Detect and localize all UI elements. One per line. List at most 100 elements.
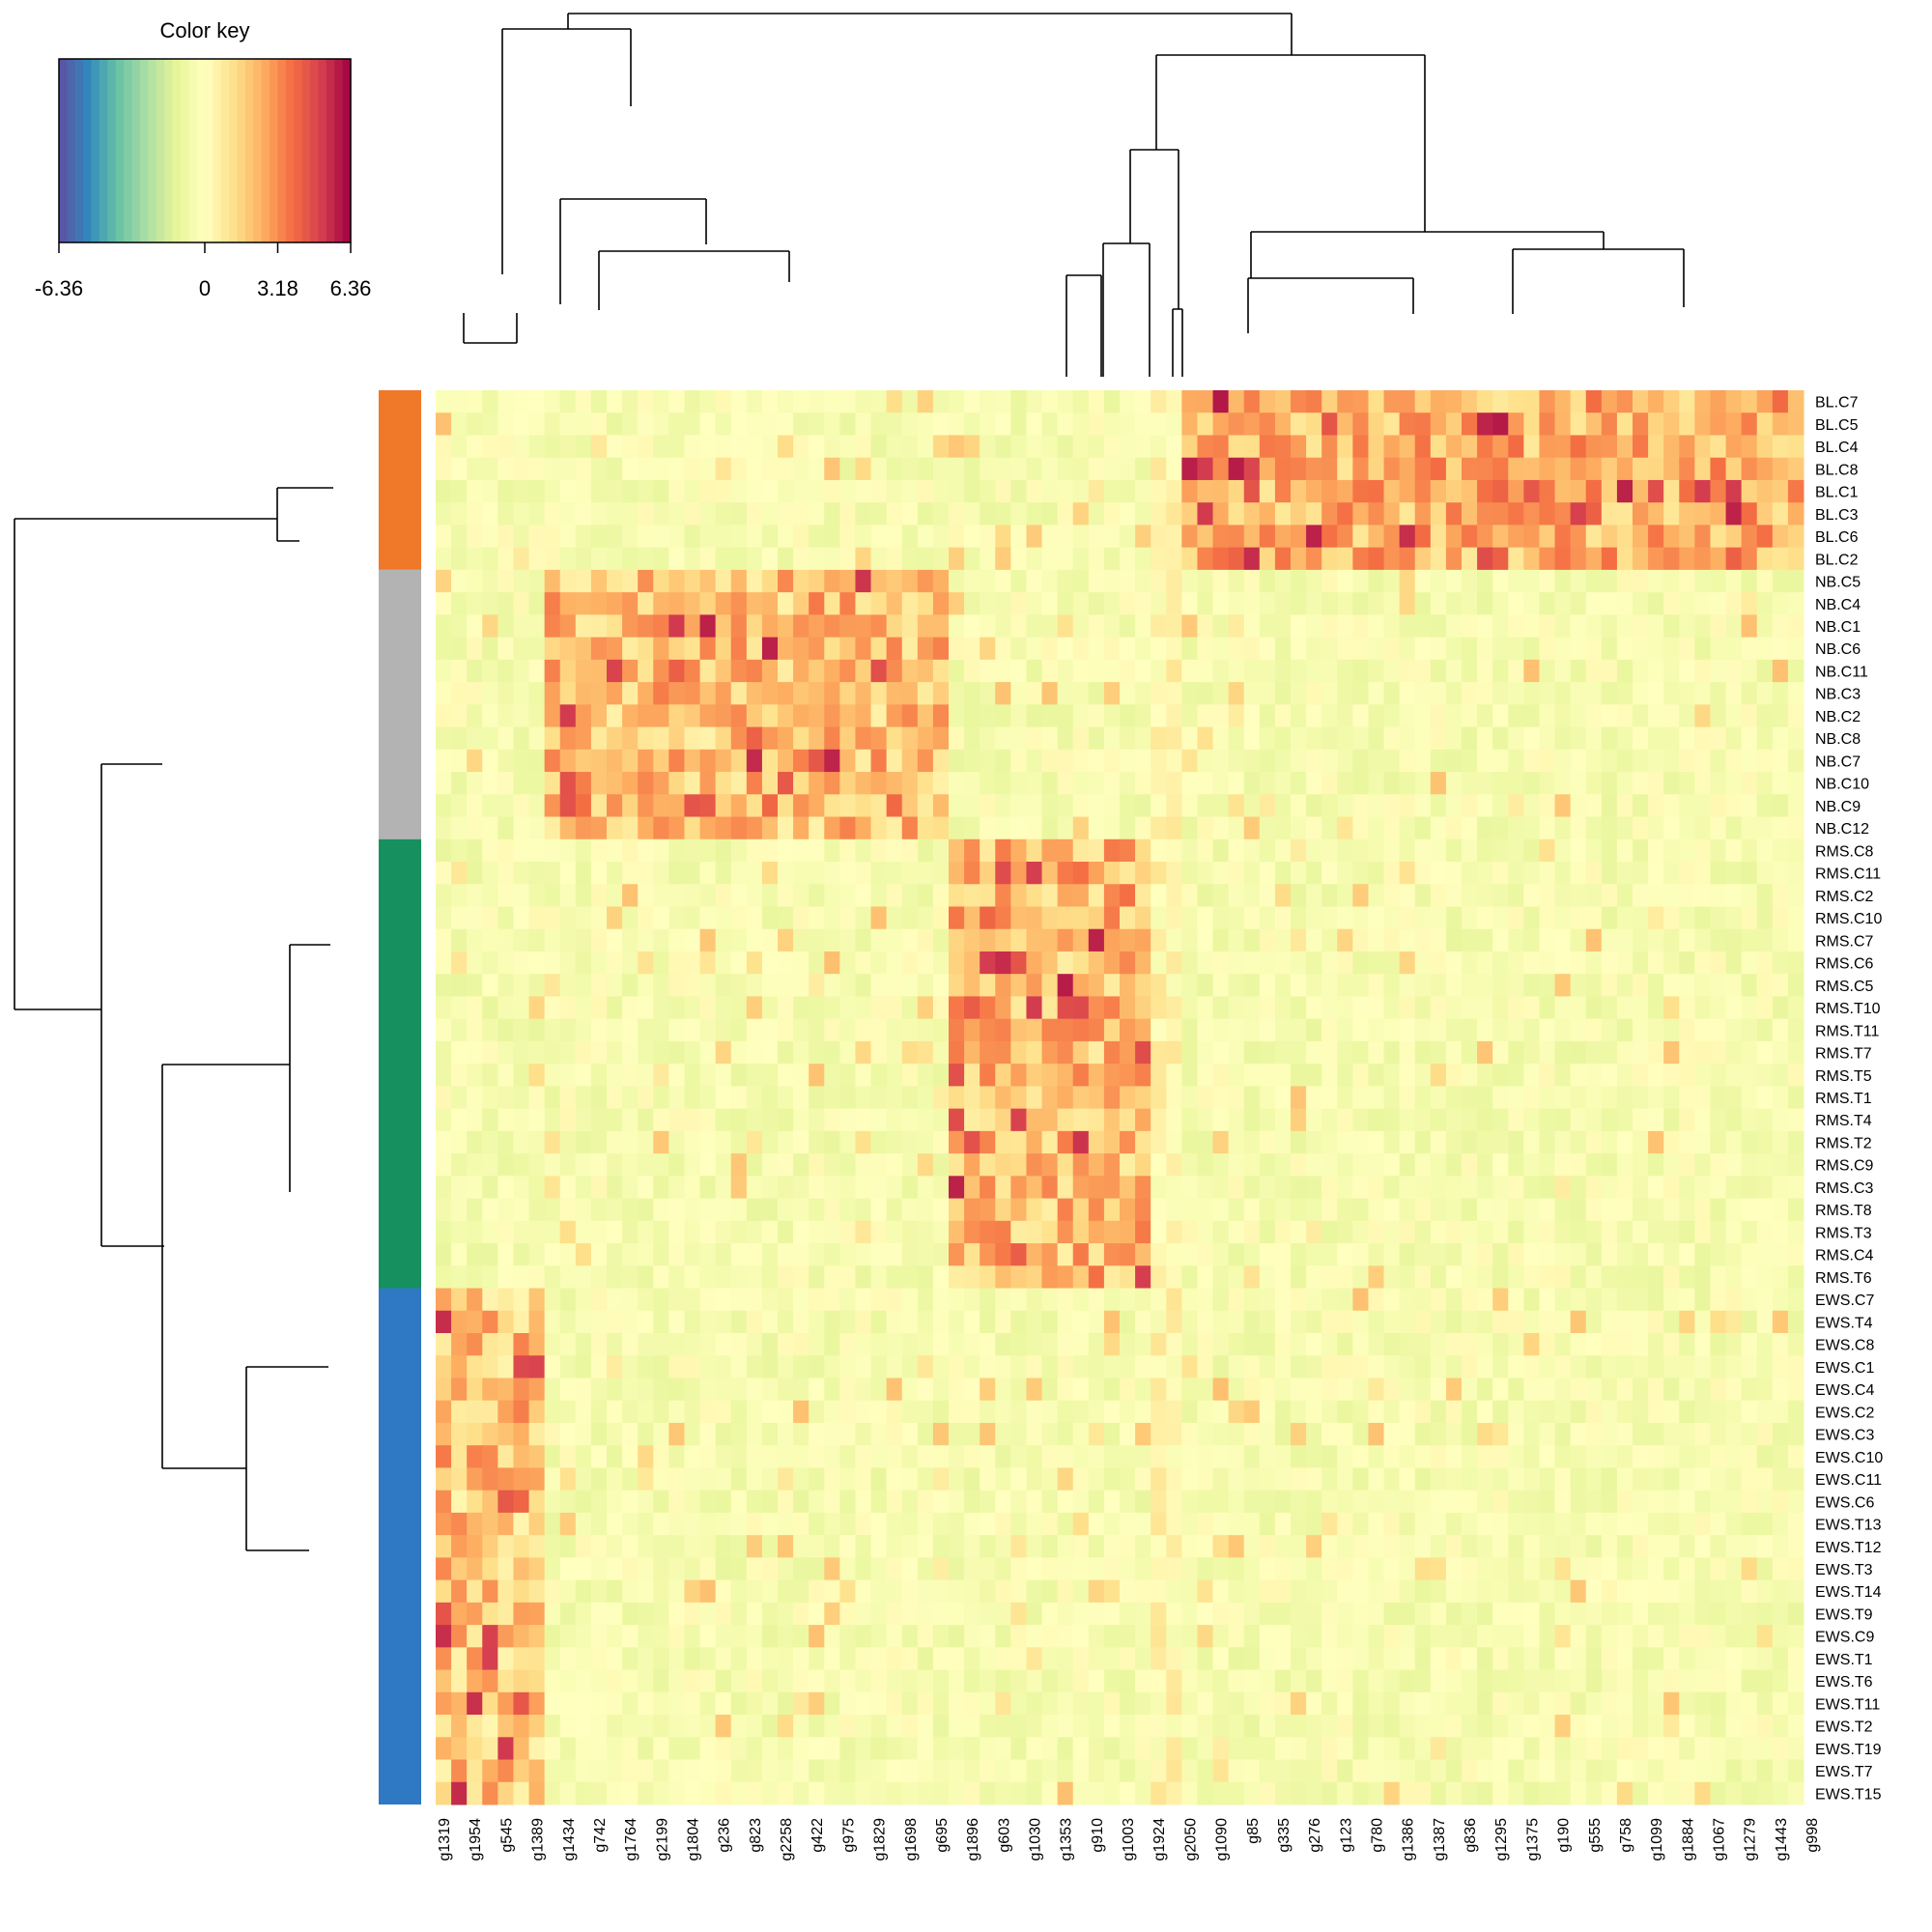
heatmap-cell <box>559 682 577 705</box>
heatmap-cell <box>1679 569 1695 593</box>
heatmap-cell <box>1601 1040 1618 1065</box>
heatmap-cell <box>1648 1355 1664 1378</box>
heatmap-cell <box>1508 1490 1524 1514</box>
heatmap-cell <box>544 704 561 728</box>
heatmap-cell <box>544 479 561 503</box>
heatmap-cell <box>1445 637 1463 661</box>
heatmap-cell <box>1383 614 1401 639</box>
heatmap-cell <box>467 951 483 975</box>
heatmap-cell <box>824 1288 840 1312</box>
heatmap-cell <box>590 1512 608 1536</box>
heatmap-cell <box>886 1400 903 1424</box>
heatmap-cell <box>886 1086 903 1110</box>
heatmap-cell <box>1072 1040 1090 1065</box>
heatmap-cell <box>497 1265 514 1290</box>
heatmap-cell <box>451 1512 468 1536</box>
heatmap-cell <box>1585 435 1603 459</box>
heatmap-cell <box>1508 1064 1524 1087</box>
heatmap-cell <box>1663 1220 1680 1244</box>
heatmap-cell <box>1135 1018 1151 1042</box>
heatmap-cell <box>622 928 639 952</box>
heatmap-cell <box>901 1535 919 1558</box>
heatmap-cell <box>1585 1108 1603 1132</box>
heatmap-cell <box>1383 1602 1401 1626</box>
heatmap-cell <box>1228 390 1245 413</box>
heatmap-cell <box>1477 1333 1493 1356</box>
heatmap-cell <box>1166 479 1182 503</box>
heatmap-cell <box>1477 1557 1493 1581</box>
heatmap-cell <box>1274 525 1292 549</box>
heatmap-cell <box>1554 838 1572 863</box>
heatmap-cell <box>778 1512 794 1536</box>
heatmap-cell <box>1103 1422 1121 1446</box>
heatmap-cell <box>793 862 810 885</box>
heatmap-cell <box>575 1378 592 1402</box>
heatmap-cell <box>1694 1176 1711 1200</box>
heatmap-cell <box>932 659 950 683</box>
heatmap-cell <box>590 682 608 705</box>
heatmap-cell <box>1679 479 1695 503</box>
heatmap-cell <box>1477 502 1493 526</box>
heatmap-cell <box>1601 1512 1618 1536</box>
heatmap-cell <box>436 884 452 907</box>
heatmap-cell <box>1445 412 1463 436</box>
heatmap-cell <box>995 1400 1011 1424</box>
heatmap-cell <box>1445 749 1463 773</box>
heatmap-cell <box>1477 659 1493 683</box>
heatmap-cell <box>1337 1153 1353 1177</box>
heatmap-cell <box>778 1220 794 1244</box>
heatmap-cell <box>901 592 919 615</box>
heatmap-cell <box>870 659 888 683</box>
heatmap-cell <box>1462 1288 1478 1312</box>
heatmap-cell <box>1492 1310 1509 1334</box>
heatmap-cell <box>653 906 669 930</box>
color-key-swatch <box>229 59 239 242</box>
heatmap-cell <box>638 1243 654 1266</box>
heatmap-cell <box>1057 1288 1074 1312</box>
heatmap-cell <box>1430 1579 1447 1604</box>
heatmap-cell <box>1041 1378 1059 1402</box>
heatmap-cell <box>964 1355 980 1378</box>
heatmap-cell <box>1352 502 1369 526</box>
heatmap-cell <box>436 1602 452 1626</box>
heatmap-cell <box>1741 749 1758 773</box>
heatmap-cell <box>1228 1243 1245 1266</box>
heatmap-cell <box>715 1557 732 1581</box>
color-key-swatch <box>164 59 174 242</box>
heatmap-cell <box>715 749 732 773</box>
heatmap-cell <box>964 1265 980 1290</box>
heatmap-cell <box>1383 838 1401 863</box>
heatmap-cell <box>1741 794 1758 818</box>
heatmap-cell <box>1585 838 1603 863</box>
heatmap-cell <box>964 1445 980 1468</box>
heatmap-cell <box>715 1130 732 1154</box>
heatmap-cell <box>1633 772 1649 795</box>
heatmap-cell <box>870 1557 888 1581</box>
heatmap-cell <box>451 1535 468 1558</box>
heatmap-cell <box>870 1220 888 1244</box>
heatmap-cell <box>1026 1490 1043 1514</box>
heatmap-cell <box>949 1153 965 1177</box>
heatmap-cell <box>1368 1378 1385 1402</box>
heatmap-cell <box>1321 1333 1338 1356</box>
heatmap-cell <box>1072 749 1090 773</box>
heatmap-cell <box>870 1625 888 1648</box>
heatmap-cell <box>1523 1220 1540 1244</box>
heatmap-cell <box>1616 1490 1634 1514</box>
heatmap-cell <box>513 1333 530 1356</box>
heatmap-cell <box>1088 974 1105 997</box>
heatmap-cell <box>917 1579 934 1604</box>
heatmap-cell <box>870 772 888 795</box>
heatmap-cell <box>653 816 669 840</box>
heatmap-cell <box>1508 1422 1524 1446</box>
heatmap-cell <box>1554 390 1572 413</box>
heatmap-cell <box>1151 1086 1167 1110</box>
heatmap-cell <box>901 390 919 413</box>
heatmap-cell <box>746 1512 763 1536</box>
heatmap-cell <box>1492 412 1509 436</box>
heatmap-cell <box>1228 794 1245 818</box>
heatmap-cell <box>1212 928 1230 952</box>
heatmap-cell <box>1663 1064 1680 1087</box>
heatmap-cell <box>668 928 685 952</box>
heatmap-cell <box>1383 637 1401 661</box>
